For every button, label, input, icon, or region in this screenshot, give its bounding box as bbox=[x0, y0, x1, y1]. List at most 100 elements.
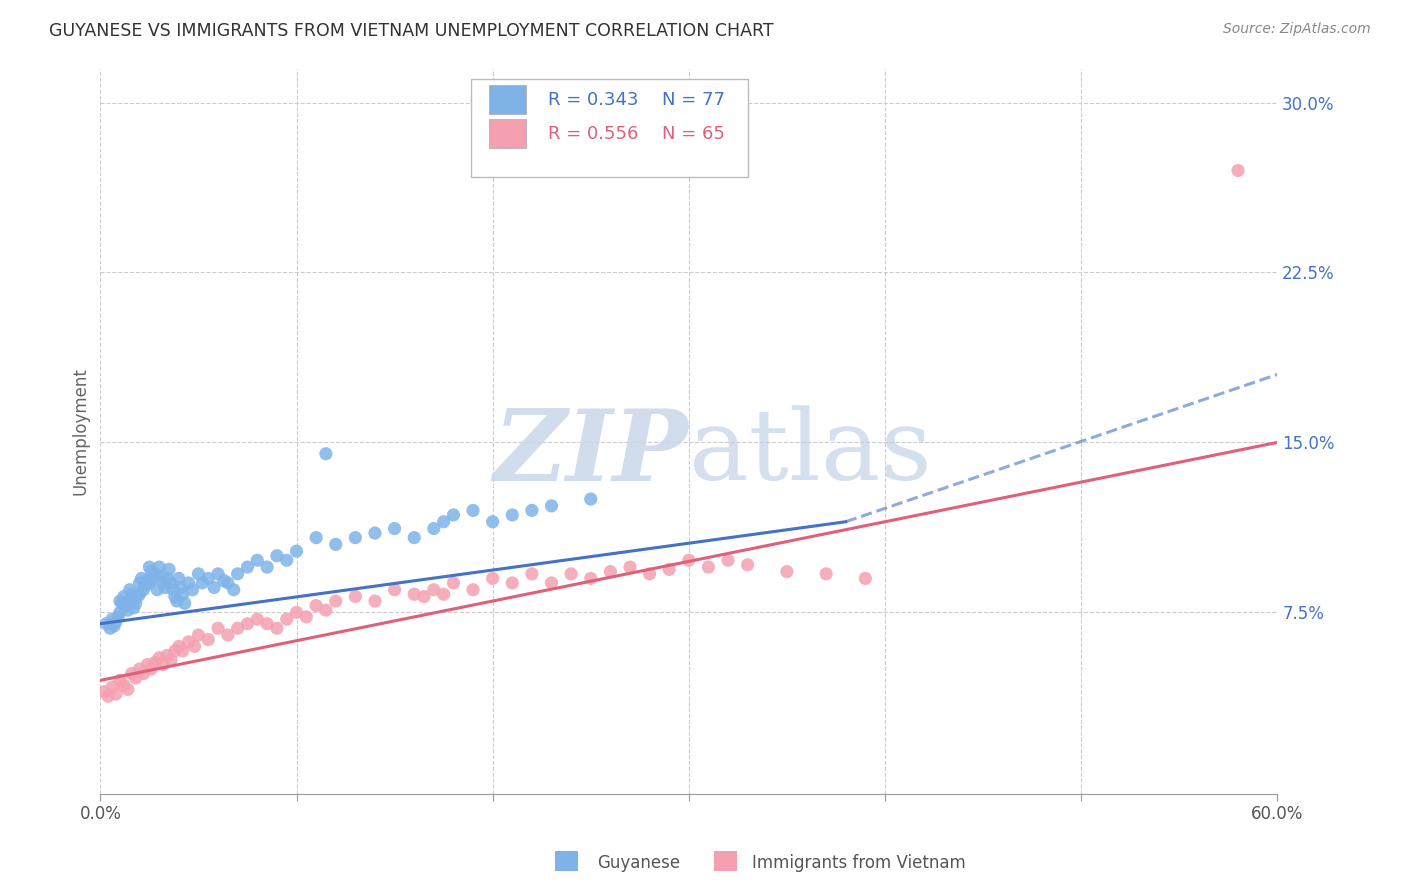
Point bbox=[138, 560, 160, 574]
Point bbox=[461, 582, 484, 597]
Point bbox=[177, 576, 200, 591]
FancyBboxPatch shape bbox=[471, 79, 748, 178]
Point bbox=[226, 566, 249, 581]
Point bbox=[134, 578, 156, 592]
Point bbox=[136, 657, 159, 672]
Point bbox=[117, 682, 139, 697]
Point bbox=[325, 594, 347, 608]
Point bbox=[305, 531, 328, 545]
Point bbox=[433, 587, 456, 601]
Point bbox=[177, 635, 200, 649]
Point bbox=[658, 562, 681, 576]
Point bbox=[441, 576, 464, 591]
Text: R = 0.556: R = 0.556 bbox=[547, 125, 638, 143]
Y-axis label: Unemployment: Unemployment bbox=[72, 368, 89, 495]
Point bbox=[697, 560, 720, 574]
Text: N = 65: N = 65 bbox=[662, 125, 724, 143]
Point bbox=[172, 587, 194, 601]
Point bbox=[212, 574, 235, 588]
Point bbox=[107, 610, 129, 624]
Point bbox=[148, 560, 170, 574]
Point bbox=[101, 680, 124, 694]
Point bbox=[191, 576, 214, 591]
Point bbox=[146, 582, 169, 597]
Point bbox=[105, 615, 128, 629]
FancyBboxPatch shape bbox=[489, 86, 526, 114]
Text: atlas: atlas bbox=[689, 405, 932, 500]
Point bbox=[128, 576, 150, 591]
Point bbox=[207, 621, 229, 635]
Point bbox=[98, 621, 121, 635]
Point bbox=[815, 566, 838, 581]
Point bbox=[150, 569, 173, 583]
Point bbox=[183, 640, 205, 654]
Point bbox=[167, 640, 190, 654]
Point bbox=[404, 587, 426, 601]
Point bbox=[202, 581, 225, 595]
Point bbox=[295, 610, 318, 624]
Point bbox=[141, 565, 163, 579]
Point bbox=[433, 515, 456, 529]
Point bbox=[776, 565, 799, 579]
Point bbox=[152, 657, 174, 672]
Point bbox=[384, 522, 406, 536]
Point bbox=[404, 531, 426, 545]
Point bbox=[138, 576, 160, 591]
Point bbox=[132, 666, 155, 681]
Point bbox=[181, 582, 204, 597]
Point bbox=[638, 566, 661, 581]
Point bbox=[136, 574, 159, 588]
Point bbox=[142, 571, 165, 585]
Point bbox=[276, 553, 298, 567]
Point bbox=[108, 606, 131, 620]
Point bbox=[197, 571, 219, 585]
Point bbox=[1227, 163, 1250, 178]
Point bbox=[481, 571, 503, 585]
Point bbox=[678, 553, 700, 567]
Point bbox=[97, 690, 120, 704]
Point bbox=[222, 582, 245, 597]
Point bbox=[111, 596, 134, 610]
Point bbox=[423, 582, 446, 597]
Point bbox=[481, 515, 503, 529]
Point bbox=[315, 603, 337, 617]
Point bbox=[305, 599, 328, 613]
Point bbox=[579, 492, 602, 507]
Text: Guyanese: Guyanese bbox=[598, 855, 681, 872]
Point bbox=[157, 562, 180, 576]
Point bbox=[501, 576, 523, 591]
Point bbox=[153, 581, 176, 595]
Point bbox=[162, 582, 184, 597]
Point bbox=[143, 566, 166, 581]
Point bbox=[325, 537, 347, 551]
Point bbox=[217, 576, 239, 591]
Point bbox=[117, 603, 139, 617]
Text: N = 77: N = 77 bbox=[662, 91, 724, 109]
Point bbox=[122, 600, 145, 615]
Point bbox=[364, 594, 387, 608]
Point bbox=[599, 565, 621, 579]
Point bbox=[560, 566, 582, 581]
Point bbox=[172, 644, 194, 658]
Point bbox=[197, 632, 219, 647]
Point bbox=[256, 616, 278, 631]
Point bbox=[187, 628, 209, 642]
Point bbox=[236, 560, 259, 574]
Point bbox=[717, 553, 740, 567]
Point bbox=[132, 582, 155, 597]
Point bbox=[173, 596, 195, 610]
Point bbox=[344, 531, 367, 545]
Point bbox=[103, 619, 125, 633]
Point bbox=[540, 576, 562, 591]
Point bbox=[160, 653, 183, 667]
Point bbox=[315, 447, 337, 461]
Text: ZIP: ZIP bbox=[494, 405, 689, 501]
Point bbox=[93, 684, 115, 698]
Point bbox=[413, 590, 436, 604]
Point bbox=[124, 671, 146, 685]
Point bbox=[266, 549, 288, 563]
Point bbox=[166, 594, 188, 608]
Point bbox=[131, 571, 153, 585]
Point bbox=[619, 560, 641, 574]
Point bbox=[160, 576, 183, 591]
